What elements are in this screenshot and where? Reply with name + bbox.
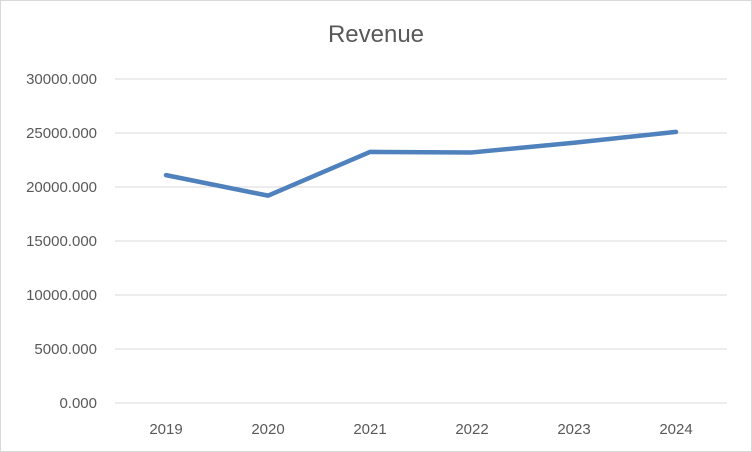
- x-tick-label: 2023: [557, 421, 590, 438]
- x-tick-label: 2019: [149, 421, 182, 438]
- y-tick-label: 30000.000: [26, 71, 97, 88]
- y-tick-label: 15000.000: [26, 233, 97, 250]
- y-tick-label: 25000.000: [26, 125, 97, 142]
- x-tick-label: 2024: [659, 421, 692, 438]
- x-tick-label: 2021: [353, 421, 386, 438]
- x-tick-label: 2020: [251, 421, 284, 438]
- y-tick-label: 10000.000: [26, 287, 97, 304]
- y-tick-label: 5000.000: [34, 341, 97, 358]
- chart-title: Revenue: [327, 21, 425, 48]
- y-tick-label: 0.000: [59, 395, 97, 412]
- x-tick-label: 2022: [455, 421, 488, 438]
- series-line: [163, 129, 679, 198]
- y-tick-label: 20000.000: [26, 179, 97, 196]
